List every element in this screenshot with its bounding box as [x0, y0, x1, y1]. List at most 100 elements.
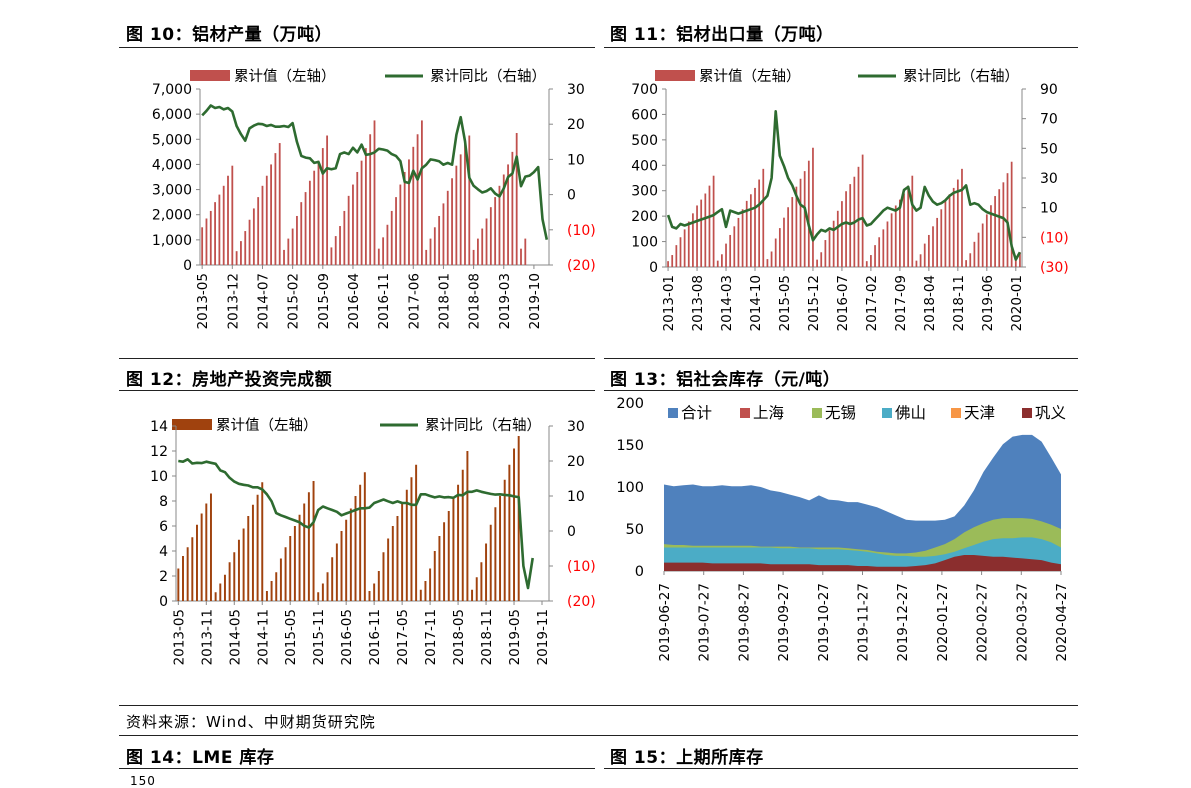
bar: [783, 217, 785, 267]
figure-14-caption: 图 14：LME 库存: [126, 748, 275, 768]
x-axis-tick-label: 2013-08: [690, 275, 706, 331]
bar: [712, 175, 715, 267]
left-axis-tick-label: 200: [631, 209, 658, 225]
bar: [944, 200, 947, 267]
legend-swatch: [951, 408, 961, 418]
bar: [977, 232, 980, 267]
figure-13-caption: 图 13：铝社会库存（元/吨）: [610, 370, 841, 390]
bar: [1010, 161, 1013, 267]
bar: [502, 174, 505, 265]
bar: [339, 226, 341, 265]
bar: [1019, 252, 1021, 267]
bar: [787, 207, 789, 267]
caption-rule-last-right: [604, 768, 1078, 769]
bar: [317, 592, 320, 601]
bar: [218, 194, 221, 265]
right-axis-tick-label: 30: [567, 419, 585, 435]
bar: [352, 184, 354, 265]
y-axis-tick-label: 150: [616, 438, 644, 454]
bar: [403, 171, 406, 265]
bar: [485, 218, 488, 265]
bar: [386, 224, 389, 265]
bar: [886, 221, 889, 267]
bar: [472, 249, 475, 265]
left-axis-tick-label: 3,000: [152, 183, 192, 199]
y-axis-tick-label: 50: [626, 522, 644, 538]
caption-rule-mid-right: [604, 358, 1078, 359]
bar: [489, 207, 492, 265]
bar: [265, 591, 268, 601]
bar: [878, 237, 881, 267]
x-axis-tick-label: 2020-01-27: [935, 583, 951, 661]
bar: [874, 245, 876, 267]
bar: [517, 436, 520, 601]
bar: [429, 568, 432, 601]
bar: [520, 248, 522, 265]
bar: [416, 134, 419, 265]
bar: [455, 165, 458, 265]
left-axis-tick-label: 0: [649, 260, 658, 276]
bar: [261, 482, 264, 601]
bar: [725, 243, 727, 267]
x-axis-tick-label: 2016-11: [376, 273, 392, 329]
bar: [799, 178, 802, 267]
x-axis-tick-label: 2013-05: [171, 609, 187, 665]
bar: [894, 205, 897, 267]
figure-12-caption: 图 12：房地产投资完成额: [126, 370, 333, 390]
bar: [251, 504, 254, 601]
bar: [513, 448, 516, 601]
bar: [261, 185, 264, 265]
bar: [461, 469, 464, 601]
legend-label: 巩义: [1035, 404, 1066, 422]
bar: [758, 179, 761, 267]
bar: [303, 503, 306, 601]
right-axis-tick-label: (20): [567, 594, 596, 610]
series-line-cumulative-yoy: [666, 110, 1022, 261]
bar: [882, 229, 885, 267]
bar: [981, 223, 984, 267]
bar: [1014, 259, 1017, 267]
bar: [356, 171, 359, 265]
x-axis-tick-label: 2017-02: [864, 275, 880, 331]
bar: [200, 513, 203, 601]
x-axis-tick-label: 2019-03: [497, 273, 513, 329]
bar: [716, 260, 719, 267]
bar: [360, 160, 363, 265]
left-axis-tick-label: 0: [159, 594, 168, 610]
series-line-cumulative-yoy: [201, 104, 549, 240]
bar: [223, 574, 226, 601]
bar: [209, 210, 212, 265]
right-axis-tick-label: (30): [1040, 260, 1069, 276]
x-axis-tick-label: 2018-08: [467, 273, 483, 329]
x-axis-tick-label: 2014-05: [227, 609, 243, 665]
bar: [803, 171, 806, 267]
bar: [679, 237, 682, 267]
bar: [291, 228, 294, 265]
bar: [244, 231, 247, 265]
bar: [373, 120, 376, 265]
left-axis-tick-label: 100: [631, 235, 658, 251]
bar: [459, 154, 462, 265]
x-axis-tick-label: 2020-04-27: [1054, 583, 1070, 661]
x-axis-tick-label: 2017-06: [406, 273, 422, 329]
right-axis-tick-label: 30: [567, 82, 585, 98]
bar: [401, 503, 404, 601]
x-axis-tick-label: 2016-07: [835, 275, 851, 331]
x-axis-tick-label: 2016-11: [367, 609, 383, 665]
right-axis-tick-label: 10: [567, 152, 585, 168]
right-axis-tick-label: (10): [567, 223, 596, 239]
x-axis-tick-label: 2018-04: [922, 275, 938, 331]
bar: [307, 492, 310, 601]
bar: [186, 547, 189, 601]
bar: [308, 180, 311, 265]
bar: [205, 503, 208, 601]
bar: [985, 214, 988, 267]
left-axis-tick-label: 6,000: [152, 107, 192, 123]
bar: [214, 592, 217, 601]
bar: [296, 215, 298, 265]
bar: [489, 524, 492, 601]
left-axis-tick-label: 8: [159, 494, 168, 510]
y-axis-tick-label: 100: [616, 480, 644, 496]
